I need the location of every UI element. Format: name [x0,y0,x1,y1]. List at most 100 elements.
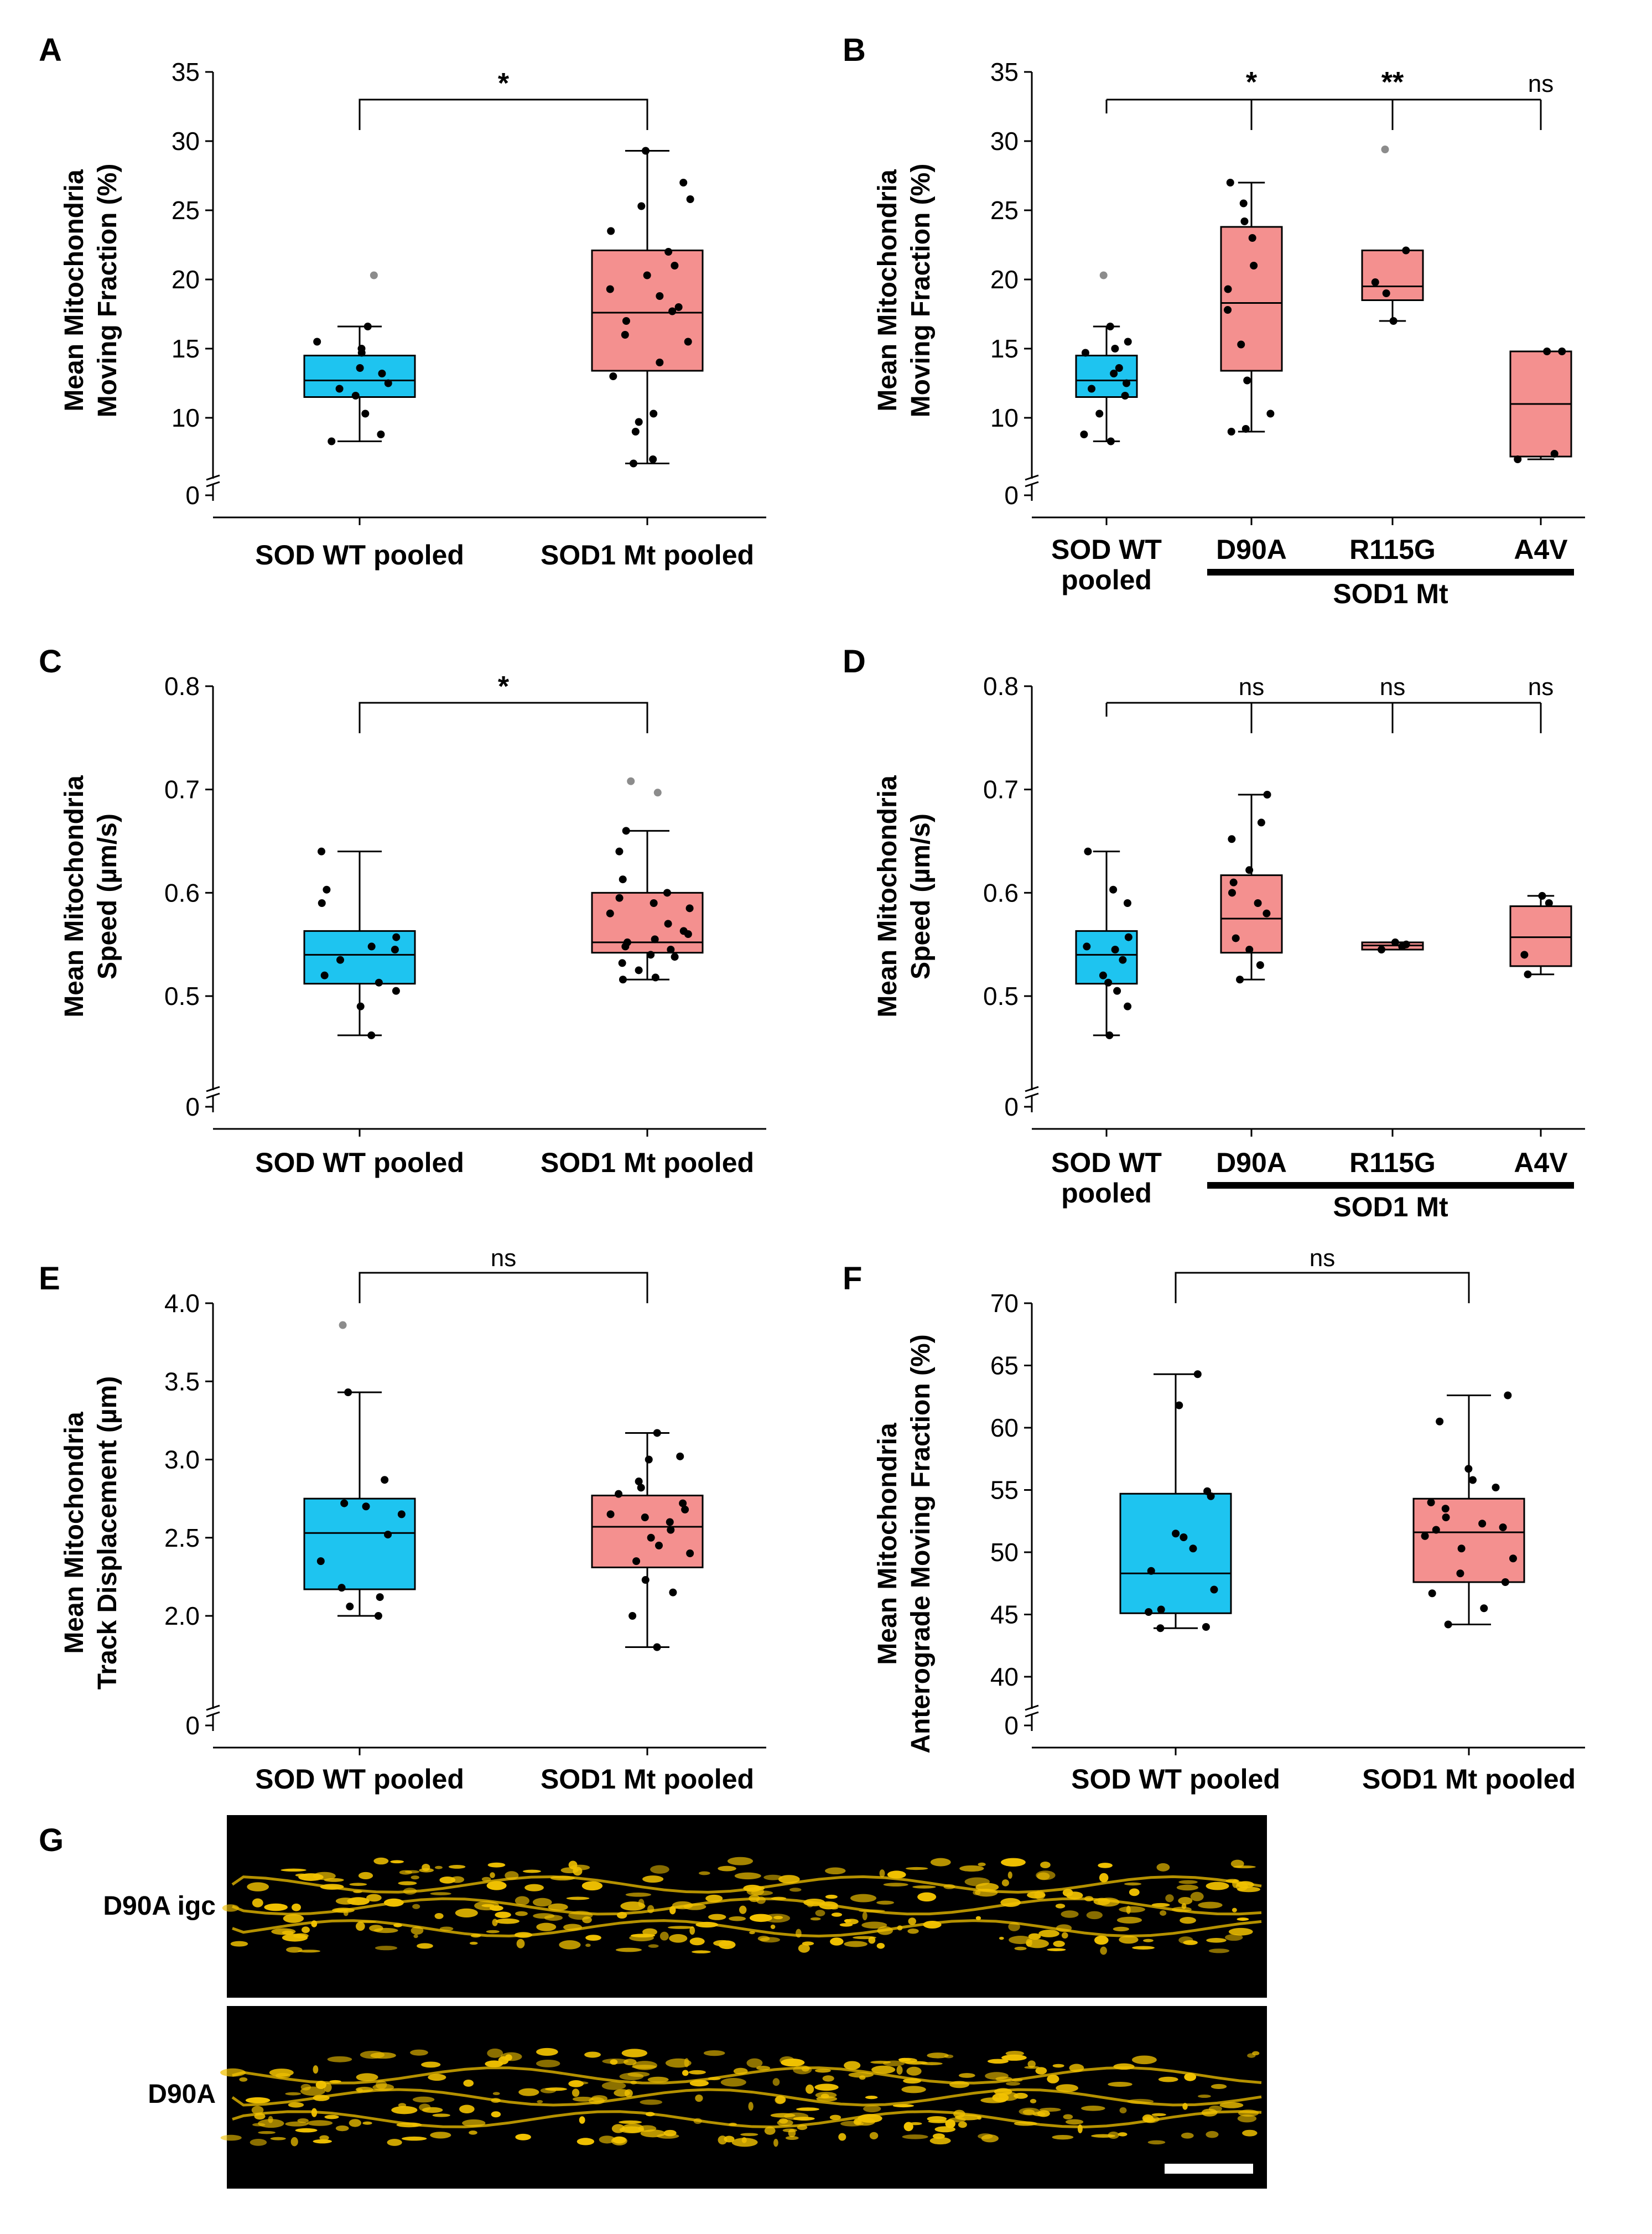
y-axis-label-line: Anterograde Moving Fraction (%) [906,1334,936,1753]
y-axis-label-line: Mean Mitochondria [60,169,89,412]
box [303,355,416,398]
mitochondrion-mark [602,2058,629,2064]
mitochondrion-mark [487,2048,503,2058]
mitochondrion-mark [614,2089,630,2097]
data-point [1545,899,1553,907]
mitochondrion-mark [1035,2067,1047,2075]
mitochondrion-mark [625,1892,652,1897]
mitochondrion-mark [640,2099,663,2105]
data-point [340,1499,349,1507]
mitochondrion-mark [349,2119,362,2127]
mitochondrion-mark [335,1898,356,1905]
mitochondrion-mark [1056,2084,1078,2092]
mitochondrion-mark [1094,1935,1109,1945]
mitochondrion-mark [1143,1938,1154,1942]
data-point [337,1584,346,1592]
mitochondrion-mark [987,2059,1009,2064]
y-tick-label: 15 [172,334,200,363]
mitochondrion-mark [245,2097,271,2103]
data-point [606,285,614,293]
mitochondrion-mark [486,1930,500,1934]
mitochondrion-mark [825,1894,838,1899]
data-point [316,1557,325,1566]
mitochondrion-mark [356,1921,365,1931]
mitochondrion-mark [1063,2114,1073,2119]
box-group [1509,348,1572,463]
data-point [679,179,688,186]
data-point [656,359,664,366]
mitochondrion-mark [335,2125,349,2132]
mitochondrion-mark [1206,2131,1219,2138]
mitochondrion-mark [285,2092,302,2096]
box-group [303,271,416,445]
significance-bracket [1175,1272,1470,1303]
data-point [392,933,401,941]
data-point [1263,791,1271,799]
mitochondrion-mark [789,1888,802,1892]
mitochondrion-mark [349,1883,367,1886]
mitochondrion-mark [749,1914,772,1922]
data-point [622,827,630,835]
y-tick-label: 0.5 [983,982,1019,1010]
data-point [1113,987,1121,995]
panel-label: B [843,32,866,68]
y-tick-label: 0.6 [164,878,200,907]
axon-trace [232,2066,1262,2085]
mitochondrion-mark [548,1903,568,1911]
x-tick-label: D90A [1216,1147,1287,1178]
data-point [686,195,694,203]
y-axis-label: Mean Mitochondria Speed (µm/s) [873,775,936,1018]
mitochondrion-mark [1233,1865,1256,1869]
mitochondrion-mark [825,1867,846,1875]
data-point [1427,1499,1435,1506]
data-point [1124,338,1132,346]
data-point [336,956,345,964]
mitochondrion-mark [959,1865,984,1872]
box-group [303,1321,416,1620]
mitochondrion-mark [724,2135,735,2143]
data-point [1402,246,1410,255]
mitochondrion-mark [763,1874,783,1880]
y-tick-label: 10 [172,403,200,432]
data-point [335,385,344,393]
mitochondrion-mark [459,2105,475,2113]
data-point [645,1455,653,1464]
y-axis-label: Mean Mitochondria Moving Fraction (%) [60,164,122,418]
axon-trace [231,1875,1262,1894]
data-point [1227,428,1235,436]
axon-trace [232,1897,1262,1916]
data-point [1111,345,1119,353]
x-tick-label: SOD1 Mt pooled [541,1764,754,1795]
mitochondrion-mark [417,1943,433,1949]
mitochondrion-mark [572,2088,580,2097]
y-axis-label: Mean Mitochondria Anterograde Moving Frac… [873,1334,936,1753]
mitochondrion-mark [258,2119,284,2128]
mitochondrion-mark [708,1914,726,1920]
mitochondrion-mark [1165,1894,1174,1903]
mitochondrion-mark [930,1858,951,1867]
data-point [1524,970,1532,978]
axis-break-mark [206,1086,220,1092]
mitochondrion-mark [505,2054,512,2061]
mitochondrion-mark [1108,2131,1119,2139]
mitochondrion-mark [985,2072,1009,2080]
mitochondrion-mark [624,2059,637,2066]
data-point [1245,866,1254,874]
mitochondrion-mark [788,2129,796,2138]
mitochondrion-mark [1158,2076,1178,2082]
box [1361,250,1424,301]
mitochondrion-mark [1098,1863,1113,1868]
box [1220,874,1283,954]
x-tick-label: SOD WT pooled [255,1147,464,1178]
significance-label: * [1246,66,1258,99]
box-group [591,777,704,984]
mitochondrion-mark [749,1931,755,1935]
data-point [1402,940,1410,948]
mitochondrion-mark [582,1916,592,1924]
data-point [1550,450,1559,458]
data-point [1250,262,1258,269]
mitochondrion-mark [300,2086,325,2096]
x-tick-label: SOD1 Mt pooled [541,540,754,571]
x-tick-label: pooled [1061,564,1152,595]
x-tick-label: SOD1 Mt pooled [541,1147,754,1178]
